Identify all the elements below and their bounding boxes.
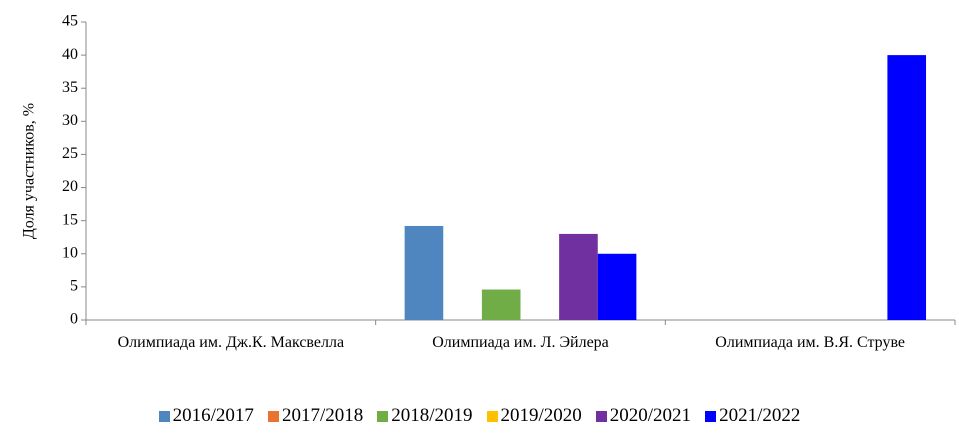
bar	[597, 253, 637, 320]
y-tick-label: 25	[62, 145, 78, 162]
legend-label: 2019/2020	[500, 405, 582, 426]
legend-swatch	[158, 410, 170, 422]
bar	[559, 233, 598, 320]
y-tick-label: 20	[62, 178, 78, 195]
legend-label: 2020/2021	[609, 405, 692, 426]
x-tick-label: Олимпиада им. Дж.К. Максвелла	[117, 334, 345, 351]
legend-item: 2020/2021	[595, 405, 692, 427]
legend-item: 2021/2022	[705, 405, 800, 427]
y-tick-label: 5	[70, 278, 78, 295]
legend-label: 2018/2019	[391, 405, 473, 426]
y-tick-label: 35	[62, 79, 78, 96]
bar	[404, 225, 444, 320]
legend-item: 2017/2018	[267, 405, 364, 427]
legend-label: 2017/2018	[281, 405, 364, 426]
legend-label: 2016/2017	[172, 405, 254, 426]
bar	[481, 289, 521, 320]
y-tick-label: 40	[62, 46, 78, 63]
legend-swatch	[377, 410, 389, 422]
legend-swatch	[486, 410, 498, 422]
y-tick-label: 10	[62, 244, 78, 261]
bar	[887, 55, 927, 320]
y-tick-label: 15	[62, 211, 78, 228]
legend-swatch	[595, 410, 607, 422]
legend-item: 2018/2019	[377, 405, 473, 427]
y-tick-label: 45	[62, 13, 78, 30]
y-tick-label: 30	[62, 112, 78, 129]
x-tick-label: Олимпиада им. В.Я. Струве	[715, 334, 906, 351]
y-tick-label: 0	[70, 311, 78, 328]
legend-swatch	[267, 410, 279, 422]
legend-item: 2019/2020	[486, 405, 582, 427]
chart: Доля участников, % 0 5 10 15 20 25 30 35 40 45	[21, 13, 956, 328]
y-axis-label: Доля участников, %	[21, 103, 38, 239]
legend-swatch	[705, 410, 717, 422]
legend: 2016/2017 2017/2018 2018/2019 2019/2020 2020…	[0, 405, 959, 427]
x-tick-label: Олимпиада им. Л. Эйлера	[432, 334, 609, 351]
legend-label: 2021/2022	[719, 405, 801, 426]
legend-item: 2016/2017	[158, 405, 254, 427]
